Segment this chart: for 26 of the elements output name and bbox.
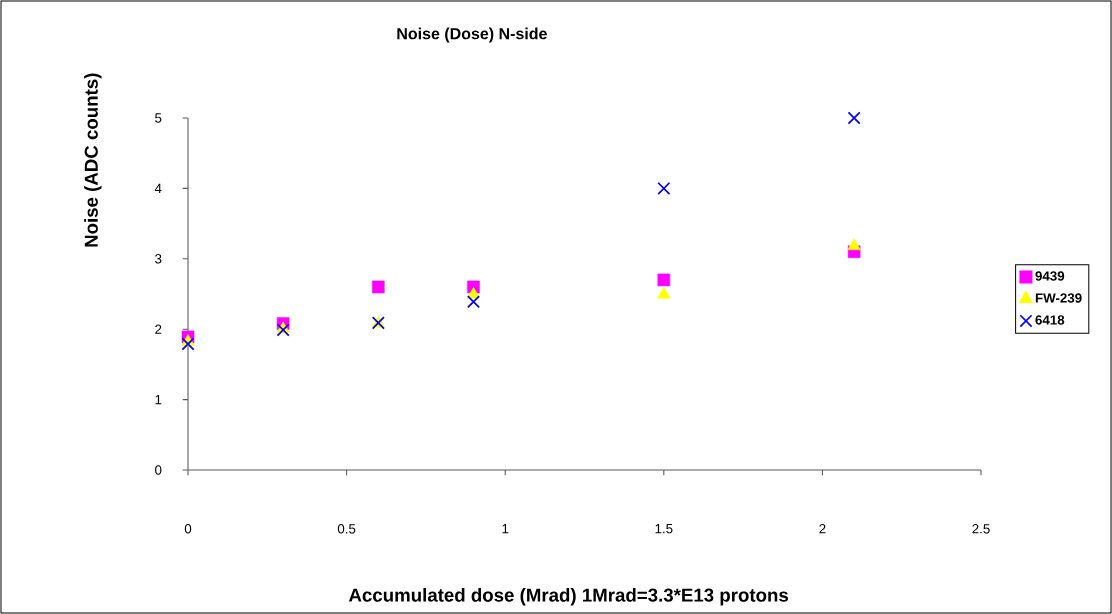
point — [847, 111, 861, 125]
y-tick-label: 4 — [154, 183, 162, 193]
y-tick-label: 1 — [155, 395, 162, 405]
legend-label: FW-239 — [1035, 293, 1082, 303]
x-tick-label: 0.5 — [337, 524, 356, 534]
y-tick-label: 3 — [155, 254, 162, 264]
point — [372, 280, 385, 294]
y-tick-label: 2 — [155, 324, 162, 334]
point — [657, 287, 671, 299]
x-tick-label: 2 — [819, 524, 826, 534]
x-tick-label: 0 — [184, 524, 192, 534]
x-axis-title: Accumulated dose (Mrad) 1Mrad=3.3*E13 protons — [348, 588, 789, 606]
y-tick-label: 0 — [155, 465, 162, 475]
point — [657, 273, 671, 287]
y-axis-title: Noise (ADC counts) — [84, 73, 102, 247]
point — [657, 181, 671, 195]
point — [847, 238, 861, 251]
point — [181, 337, 195, 351]
x-tick-label: 2.5 — [972, 524, 990, 534]
y-tick-label: 5 — [155, 113, 162, 123]
x-tick-label: 1 — [502, 524, 509, 534]
point — [466, 295, 481, 309]
legend-label: 9439 — [1035, 271, 1065, 281]
chart-title: Noise (Dose) N-side — [397, 27, 547, 43]
x-tick-label: 1.5 — [655, 524, 673, 534]
legend-label: 6418 — [1035, 315, 1065, 325]
